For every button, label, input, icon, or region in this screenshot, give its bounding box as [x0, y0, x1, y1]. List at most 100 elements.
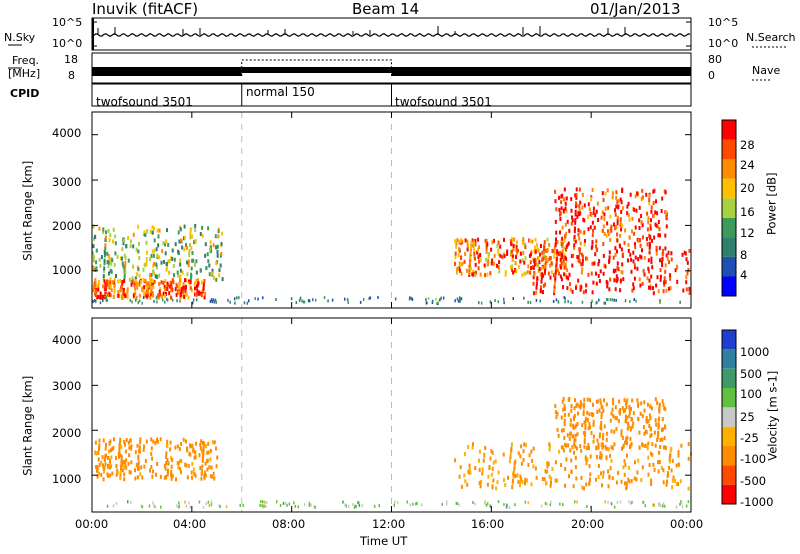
power-echo-cell — [194, 223, 197, 228]
power-echo-cell — [603, 231, 606, 236]
power-echo-cell — [143, 292, 146, 297]
velocity-echo-cell — [135, 463, 138, 467]
power-echo-cell — [110, 288, 113, 293]
velocity-echo-cell — [185, 463, 188, 468]
power-echo-cell — [189, 286, 192, 291]
velocity-ground-cell — [394, 500, 396, 504]
velocity-echo-cell — [581, 485, 584, 490]
power-echo-cell — [174, 242, 177, 247]
power-echo-cell — [524, 271, 527, 276]
velocity-ground-cell — [660, 504, 662, 508]
power-echo-cell — [624, 228, 627, 233]
velocity-echo-cell — [202, 449, 205, 453]
power-echo-cell — [190, 272, 193, 277]
power-ground-cell — [99, 301, 102, 305]
power-echo-cell — [601, 228, 604, 233]
power-ground-cell — [138, 299, 141, 303]
power-ground-cell — [257, 297, 259, 301]
velocity-echo-cell — [104, 454, 107, 459]
power-echo-cell — [533, 272, 536, 277]
power-ground-cell — [633, 298, 635, 301]
power-echo-cell — [92, 288, 95, 293]
velocity-echo-cell — [570, 408, 573, 413]
power-ground-cell — [410, 297, 413, 301]
power-echo-cell — [92, 284, 95, 289]
velocity-echo-cell — [215, 446, 217, 451]
power-echo-cell — [132, 244, 135, 249]
power-ground-cell — [158, 296, 161, 300]
velocity-echo-cell — [646, 419, 649, 424]
power-ground-cell — [212, 298, 215, 302]
velocity-echo-cell — [556, 427, 559, 432]
power-echo-cell — [107, 228, 110, 233]
power-echo-cell — [600, 215, 603, 220]
power-ground-cell — [409, 296, 411, 300]
power-echo-cell — [491, 258, 494, 263]
power-echo-cell — [464, 252, 467, 256]
power-echo-cell — [217, 229, 220, 234]
power-echo-cell — [555, 263, 558, 268]
power-echo-cell — [136, 281, 139, 286]
power-echo-cell — [171, 248, 174, 253]
power-echo-cell — [184, 278, 186, 283]
velocity-tick-1000: 1000 — [740, 345, 770, 359]
velocity-echo-cell — [106, 456, 109, 460]
power-ground-cell — [95, 299, 97, 303]
power-echo-cell — [622, 277, 625, 282]
power-echo-cell — [597, 218, 600, 222]
velocity-echo-cell — [621, 406, 624, 411]
velocity-echo-cell — [600, 411, 603, 416]
velocity-echo-cell — [632, 421, 635, 426]
power-echo-cell — [194, 228, 197, 233]
power-echo-cell — [595, 271, 597, 276]
power-ground-cell — [459, 300, 461, 303]
xtick-0: 00:00 — [75, 517, 109, 531]
velocity-echo-cell — [658, 409, 661, 414]
power-echo-cell — [565, 231, 568, 236]
power-echo-cell — [150, 289, 153, 294]
power-echo-cell — [538, 267, 541, 272]
power-echo-cell — [153, 226, 155, 231]
velocity-echo-cell — [467, 445, 470, 449]
velocity-echo-cell — [600, 455, 602, 460]
velocity-ground-cell — [613, 505, 616, 509]
power-echo-cell — [511, 264, 514, 269]
power-echo-cell — [456, 238, 459, 243]
power-echo-cell — [166, 228, 168, 233]
velocity-echo-cell — [583, 486, 585, 491]
velocity-echo-cell — [163, 463, 166, 468]
power-echo-cell — [519, 259, 522, 264]
p1-ytick-1000: 1000 — [52, 263, 82, 277]
velocity-echo-cell — [189, 444, 192, 449]
velocity-echo-cell — [109, 459, 111, 464]
velocity-echo-cell — [661, 428, 663, 433]
velocity-echo-cell — [200, 439, 203, 444]
freq-label-1: Freq. — [12, 54, 40, 67]
power-echo-cell — [215, 261, 218, 266]
power-echo-cell — [634, 255, 637, 260]
power-echo-cell — [641, 195, 644, 200]
velocity-echo-cell — [198, 453, 201, 458]
power-echo-cell — [602, 198, 605, 202]
power-echo-cell — [565, 209, 568, 214]
power-echo-cell — [561, 225, 564, 230]
velocity-echo-cell — [658, 403, 661, 408]
power-echo-cell — [138, 293, 141, 298]
power-ground-cell — [131, 300, 133, 304]
power-echo-cell — [563, 265, 566, 270]
velocity-echo-cell — [651, 452, 654, 457]
power-echo-cell — [152, 269, 155, 274]
power-ground-cell — [137, 301, 140, 305]
power-ground-cell — [346, 298, 349, 302]
power-echo-cell — [98, 257, 101, 262]
velocity-echo-cell — [617, 419, 620, 424]
power-echo-cell — [146, 229, 149, 234]
power-echo-cell — [581, 267, 584, 272]
power-ground-cell — [195, 298, 198, 302]
power-echo-cell — [490, 261, 493, 266]
power-echo-cell — [487, 252, 490, 257]
velocity-echo-cell — [565, 443, 567, 448]
power-echo-cell — [173, 273, 175, 278]
power-echo-cell — [538, 260, 541, 265]
power-echo-cell — [649, 226, 652, 231]
